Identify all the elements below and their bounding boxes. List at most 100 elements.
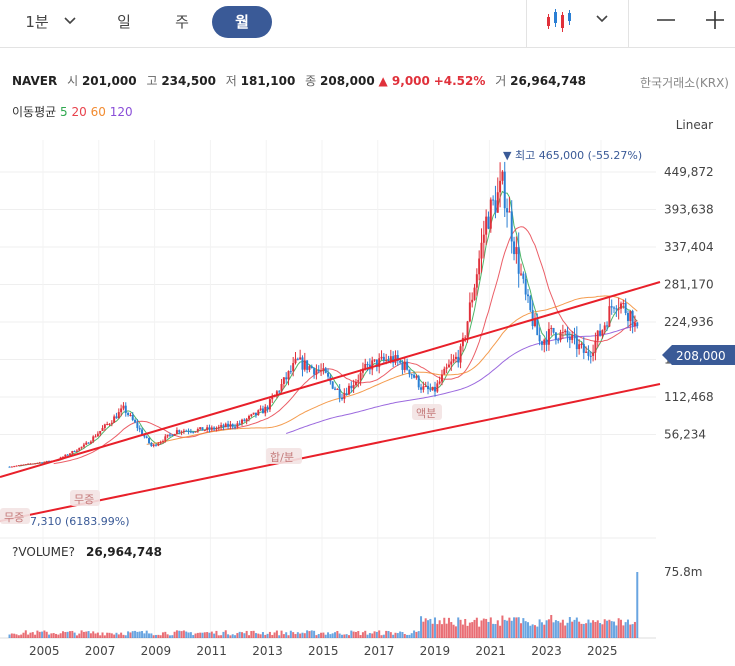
volume-bar — [603, 619, 606, 638]
volume-bar — [301, 632, 304, 638]
candle-body — [524, 278, 527, 295]
plus-icon[interactable] — [702, 6, 732, 36]
volume-bar — [429, 618, 432, 638]
candle-body — [34, 463, 37, 465]
candle-body — [180, 431, 183, 433]
volume-bar — [422, 621, 425, 638]
candle-body — [608, 306, 611, 327]
volume-bar — [340, 634, 343, 638]
volume-bar — [440, 624, 443, 638]
volume-bar — [285, 632, 288, 638]
timeframe-month[interactable]: 월 — [212, 6, 272, 38]
candle-body — [71, 451, 74, 454]
close-value: 208,000 — [320, 74, 375, 88]
moving-average-legend[interactable]: 이동평균 5 20 60 120 — [12, 103, 133, 120]
volume-bar — [78, 633, 81, 638]
volume-bar — [80, 630, 83, 638]
candle-body — [161, 441, 164, 443]
candle-body — [420, 387, 423, 390]
volume-bar — [17, 635, 20, 638]
candle-body — [108, 423, 111, 425]
volume-bar — [64, 632, 67, 638]
volume-bar — [106, 632, 109, 638]
candle-body — [350, 385, 353, 389]
x-tick-label: 2013 — [252, 644, 283, 658]
volume-bar — [171, 635, 174, 638]
candle-body — [101, 428, 104, 431]
volume-bar — [252, 630, 255, 638]
candle-body — [454, 356, 457, 360]
volume-bar — [122, 634, 125, 638]
volume-bar — [68, 631, 71, 638]
candle-body — [331, 381, 334, 389]
candle-body — [385, 359, 388, 361]
candle-body — [166, 434, 169, 437]
volume-bar — [161, 632, 164, 638]
volume-bar — [310, 630, 313, 638]
volume-bar — [564, 625, 567, 638]
volume-bar — [580, 623, 583, 638]
chevron-down-icon[interactable] — [596, 12, 608, 26]
candle-body — [222, 425, 225, 428]
minus-icon[interactable] — [652, 6, 682, 36]
volume-bar — [220, 635, 223, 638]
candle-body — [629, 310, 632, 322]
candle-body — [194, 431, 197, 433]
ma-line-120 — [286, 325, 638, 434]
candle-body — [252, 412, 255, 415]
x-tick-label: 2017 — [364, 644, 395, 658]
open-value: 201,000 — [81, 74, 137, 88]
candle-body — [594, 340, 597, 353]
volume-bar — [201, 632, 204, 638]
y-tick-label: 449,872 — [664, 165, 714, 179]
candle-body — [289, 371, 292, 373]
timeframe-day[interactable]: 일 — [117, 13, 131, 31]
volume-label: 거 — [495, 74, 507, 88]
volume-bar — [331, 633, 334, 638]
volume-bar — [196, 632, 199, 638]
volume-bar — [338, 633, 341, 638]
candle-body — [496, 192, 499, 213]
volume-bar — [547, 619, 550, 638]
candle-body — [547, 328, 550, 345]
volume-bar — [410, 633, 413, 638]
volume-bar — [282, 634, 285, 638]
scale-type-selector[interactable]: Linear — [675, 118, 713, 132]
volume-bar — [559, 622, 562, 638]
volume-bar — [141, 631, 144, 638]
volume-bar — [415, 631, 418, 638]
volume-bar — [347, 635, 350, 638]
candle-body — [580, 343, 583, 345]
volume-bar — [403, 634, 406, 638]
x-tick-label: 2021 — [475, 644, 506, 658]
candle-body — [254, 412, 257, 415]
timeframe-1min[interactable]: 1분 — [25, 13, 49, 31]
volume-bar — [359, 635, 362, 638]
volume-bar — [501, 615, 504, 638]
volume-bar — [294, 634, 297, 638]
candle-body — [220, 425, 223, 427]
candle-body — [478, 258, 481, 275]
volume-bar — [136, 631, 139, 638]
volume-bar — [27, 634, 30, 638]
volume-bar — [471, 622, 474, 638]
volume-legend: ?VOLUME? 26,964,748 75.8m — [12, 545, 702, 579]
volume-bar — [217, 635, 220, 638]
candle-body — [433, 386, 436, 392]
volume-bar — [373, 631, 376, 638]
candle-body — [234, 426, 237, 428]
candle-body — [401, 362, 404, 370]
volume-bar — [636, 572, 639, 638]
timeframe-week[interactable]: 주 — [175, 13, 189, 31]
volume-bar — [268, 631, 271, 638]
candle-body — [17, 465, 20, 467]
candle-body — [66, 454, 69, 456]
toolbar-divider — [628, 0, 629, 48]
volume-bar — [227, 634, 230, 638]
candlestick-icon[interactable] — [545, 6, 575, 36]
candle-body — [413, 374, 416, 378]
volume-bar — [213, 633, 216, 638]
chevron-down-icon[interactable] — [64, 14, 76, 28]
ma-line-20 — [53, 226, 638, 465]
